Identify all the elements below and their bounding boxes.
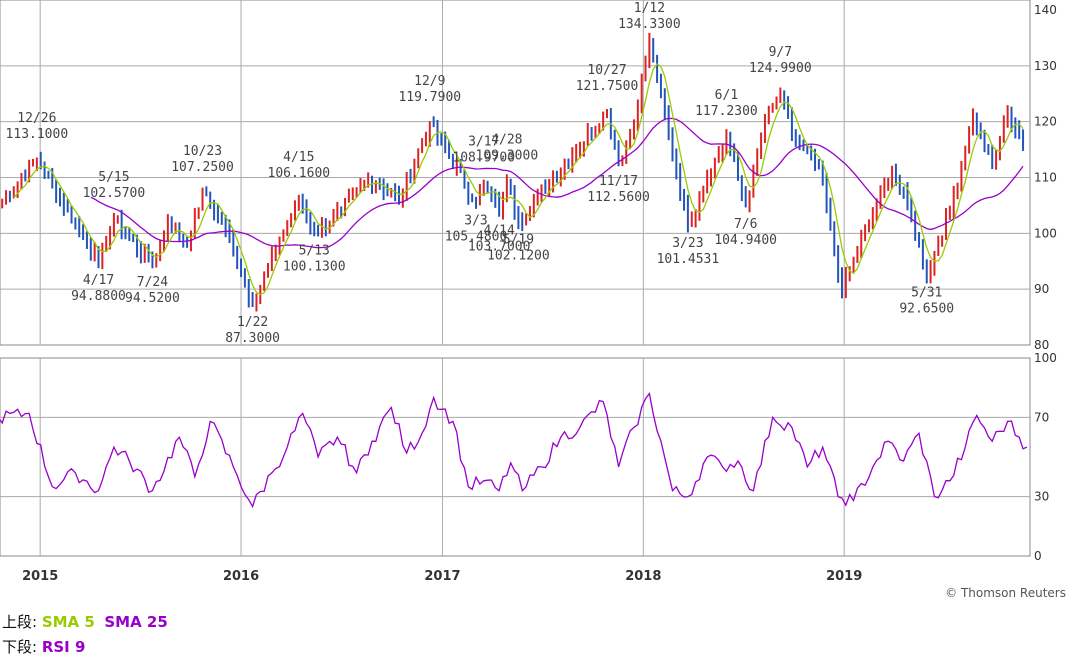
annotation-value: 119.7900 [398,90,461,105]
annotation-date: 1/12 [634,1,665,16]
annotation-date: 5/19 [503,232,534,247]
legend-upper: 上段: SMA 5 SMA 25 [2,611,168,632]
annotation-date: 9/7 [769,45,792,60]
annotation-date: 4/14 [483,224,514,239]
y-tick-upper: 80 [1034,338,1049,352]
annotation-value: 101.4531 [657,252,720,267]
annotation-date: 5/15 [98,170,129,185]
credit-text: © Thomson Reuters [945,586,1066,600]
y-tick-lower: 0 [1034,549,1042,563]
y-tick-lower: 70 [1034,410,1049,424]
rsi-path [0,392,1028,509]
annotation-date: 4/17 [83,273,114,288]
annotation-value: 113.1000 [6,127,69,142]
annotation-value: 87.3000 [225,331,280,346]
annotation-value: 107.2500 [171,160,234,175]
annotation-value: 103.7000 [468,240,531,255]
annotation-value: 109.3000 [476,148,539,163]
annotation-value: 100.1300 [283,260,346,275]
annotation-value: 105.4800 [445,230,508,245]
sma25-path [90,117,1024,249]
annotation-date: 7/6 [734,217,757,232]
sma5-line [13,63,1024,296]
annotation-date: 4/28 [491,132,522,147]
annotation-date: 6/1 [715,88,738,103]
annotation-date: 5/13 [299,244,330,259]
x-tick-year: 2017 [424,569,460,584]
legend-rsi: RSI 9 [41,638,86,656]
annotation-value: 102.1200 [487,248,550,263]
annotation-date: 11/17 [599,174,638,189]
annotation-date: 3/23 [672,236,703,251]
annotation-value: 92.6500 [899,301,954,316]
annotation-value: 106.1600 [268,166,331,181]
y-tick-upper: 130 [1034,59,1057,73]
annotation-value: 108.9700 [452,150,515,165]
y-tick-lower: 30 [1034,490,1049,504]
annotation-value: 94.5200 [125,291,180,306]
y-tick-upper: 120 [1034,115,1057,129]
annotation-date: 5/31 [911,285,942,300]
lower-panel-background [0,357,1031,557]
y-tick-lower: 100 [1034,351,1057,365]
annotation-value: 117.2300 [695,104,758,119]
annotation-value: 94.8800 [71,289,126,304]
y-tick-upper: 110 [1034,171,1057,185]
sma5-path [13,63,1024,296]
legend-sma25: SMA 25 [104,613,168,631]
annotation-date: 10/27 [587,63,626,78]
upper-panel-background [0,0,1031,346]
legend-sma5: SMA 5 [41,613,95,631]
annotation-value: 124.9900 [749,61,812,76]
annotation-date: 3/17 [468,134,499,149]
annotation-value: 112.5600 [587,190,650,205]
annotation-date: 12/9 [414,74,445,89]
annotation-value: 104.9400 [714,233,777,248]
annotation-value: 102.5700 [83,186,146,201]
annotation-date: 4/15 [283,150,314,165]
annotation-date: 7/24 [137,275,168,290]
x-tick-year: 2016 [223,569,259,584]
legend-lower: 下段: RSI 9 [2,636,85,657]
annotation-value: 121.7500 [576,79,639,94]
annotation-date: 10/23 [183,144,222,159]
annotation-value: 134.3300 [618,17,681,32]
legend-upper-prefix: 上段: [2,613,42,631]
rsi-line [0,392,1028,509]
annotation-date: 3/3 [464,214,487,229]
legend-lower-prefix: 下段: [2,638,42,656]
y-tick-upper: 100 [1034,226,1057,240]
x-tick-year: 2019 [826,569,862,584]
grid [0,0,1030,556]
annotation-date: 1/22 [237,315,268,330]
y-tick-upper: 90 [1034,282,1049,296]
annotation-date: 12/26 [17,111,56,126]
y-tick-upper: 140 [1034,3,1057,17]
sma25-line [90,117,1024,249]
x-tick-year: 2018 [625,569,661,584]
x-tick-year: 2015 [22,569,58,584]
